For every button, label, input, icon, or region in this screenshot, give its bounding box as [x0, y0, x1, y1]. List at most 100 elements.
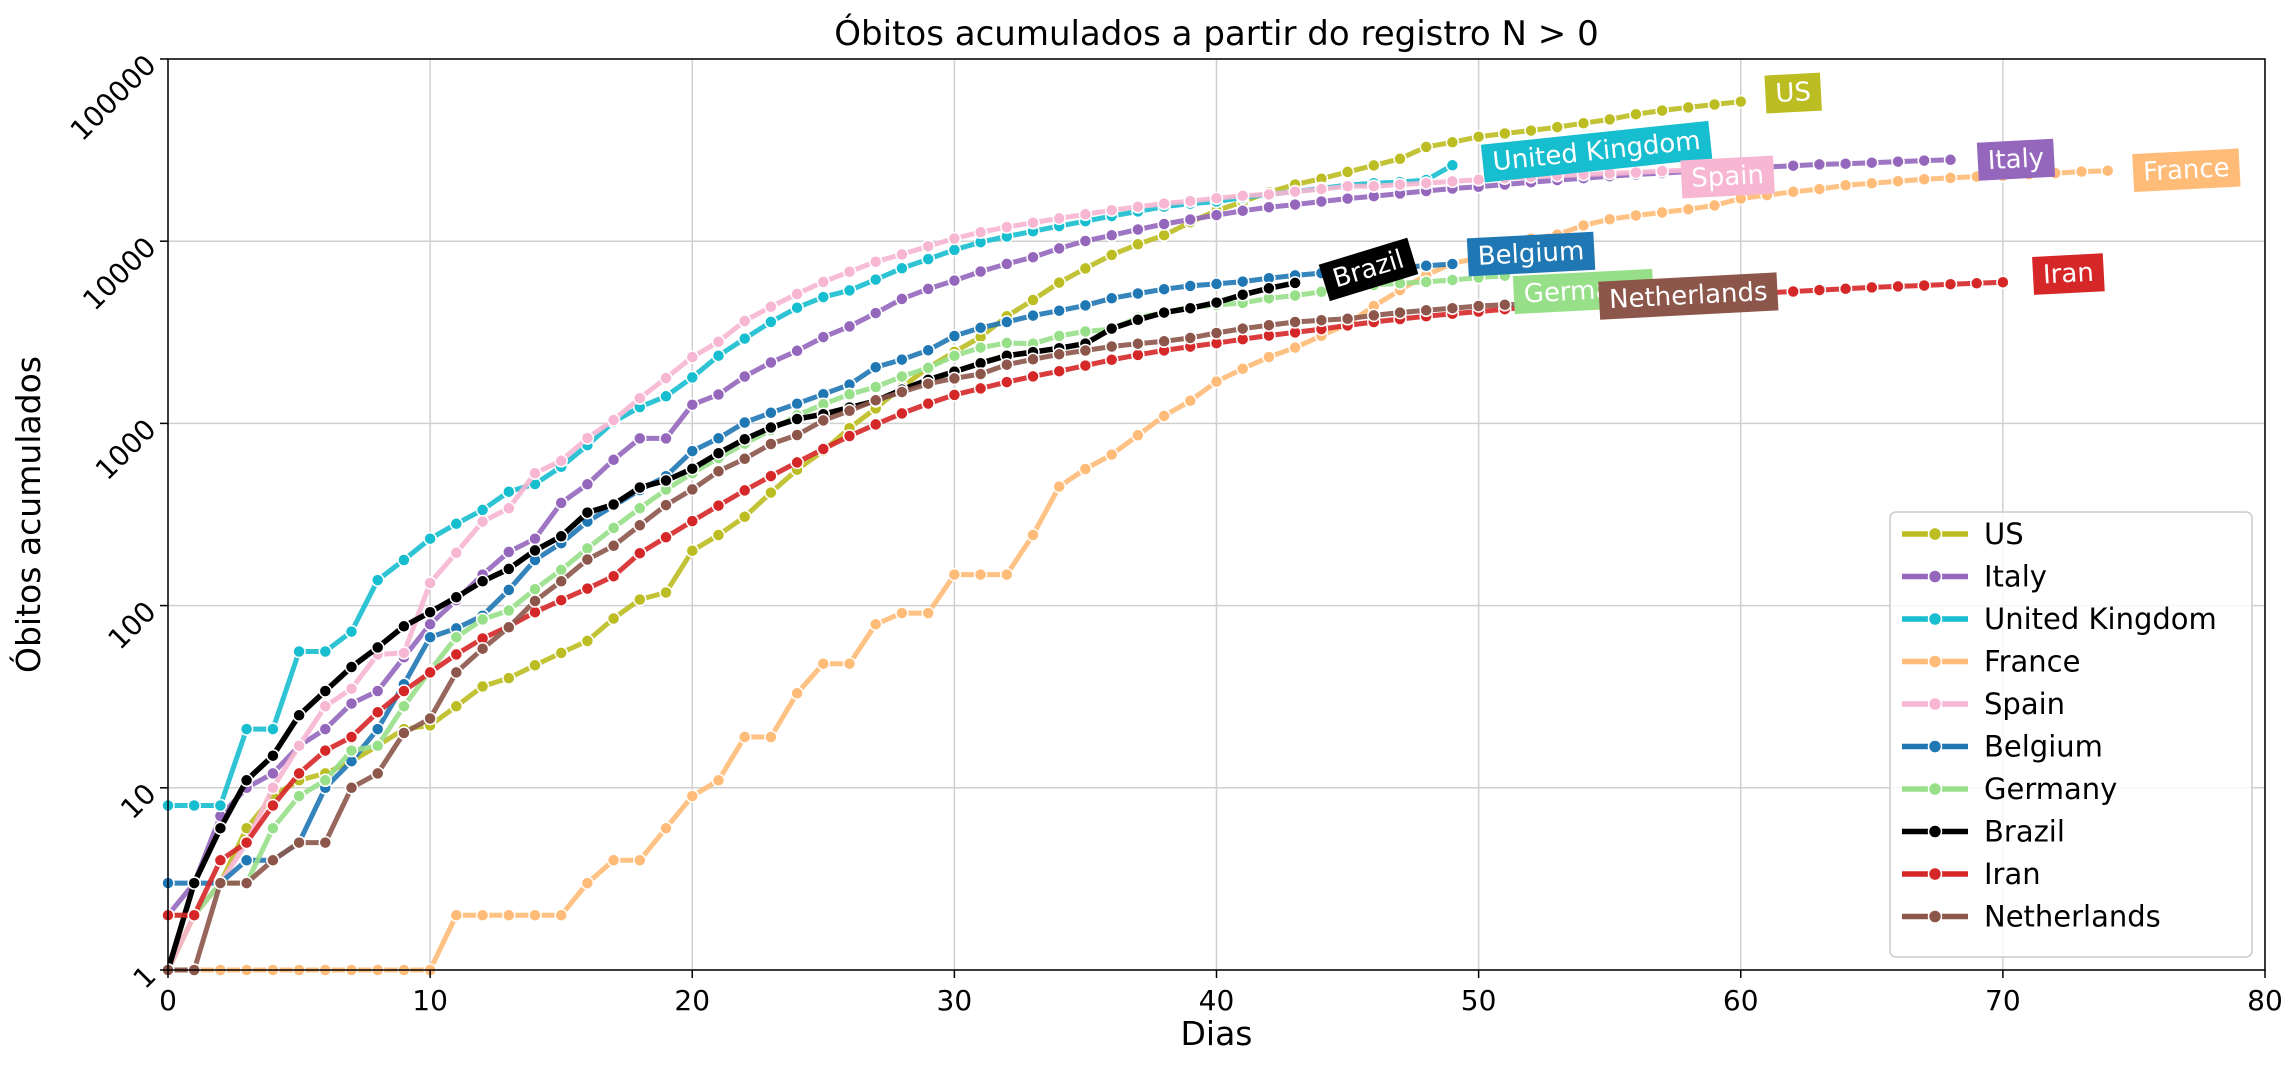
data-point-italy: [1183, 212, 1198, 227]
data-point-netherlands: [449, 665, 464, 680]
x-tick-label: 0: [159, 984, 177, 1017]
data-point-belgium: [1209, 277, 1224, 291]
data-point-france: [659, 821, 673, 835]
end-label-text: Spain: [1691, 160, 1765, 194]
data-point-brazil: [1209, 295, 1224, 310]
data-point-us: [764, 485, 778, 500]
data-point-france: [1262, 350, 1276, 364]
data-point-italy: [1157, 217, 1171, 231]
data-point-us: [1707, 97, 1722, 112]
data-point-us: [1524, 123, 1538, 138]
legend-label: Spain: [1984, 687, 2065, 721]
x-tick-label: 40: [1199, 984, 1235, 1017]
data-point-netherlands: [895, 385, 909, 399]
data-point-germany: [921, 361, 935, 375]
data-point-netherlands: [842, 404, 857, 418]
data-point-spain: [397, 646, 411, 660]
chart-title: Óbitos acumulados a partir do registro N…: [834, 13, 1598, 54]
data-point-france: [1786, 185, 1800, 199]
data-point-italy: [502, 545, 516, 559]
data-point-france: [1707, 198, 1722, 213]
end-label-iran: Iran: [2032, 253, 2105, 295]
data-point-france: [1078, 462, 1093, 476]
data-point-united-kingdom: [842, 283, 857, 298]
y-axis-label: Óbitos acumulados: [8, 356, 48, 673]
data-point-spain: [1131, 200, 1145, 214]
data-point-belgium: [921, 343, 935, 357]
legend-label: United Kingdom: [1984, 602, 2217, 636]
data-point-spain: [895, 247, 909, 262]
legend-label: Netherlands: [1984, 900, 2161, 934]
data-point-iran: [213, 853, 228, 868]
legend-swatch-marker: [1927, 781, 1943, 797]
data-point-italy: [606, 453, 621, 467]
legend-item-us: US: [1902, 517, 2024, 551]
data-point-germany: [318, 773, 333, 788]
data-point-spain: [868, 254, 883, 269]
end-label-italy: Italy: [1976, 138, 2056, 181]
data-point-germany: [344, 743, 359, 758]
data-point-france: [1602, 212, 1617, 226]
data-point-spain: [292, 739, 306, 753]
data-point-spain: [1104, 203, 1119, 217]
data-point-italy: [318, 722, 333, 736]
data-point-netherlands: [266, 853, 280, 868]
x-tick-label: 70: [1985, 984, 2021, 1017]
data-point-netherlands: [816, 413, 831, 428]
end-label-box: [2032, 253, 2105, 295]
data-point-us: [1078, 261, 1093, 276]
data-point-us: [659, 585, 673, 600]
end-label-box: [1976, 138, 2056, 181]
data-point-france: [2100, 163, 2115, 178]
legend-swatch-marker: [1927, 569, 1943, 584]
data-point-netherlands: [685, 482, 700, 497]
data-point-us: [502, 671, 516, 685]
data-point-iran: [842, 429, 857, 443]
data-point-brazil: [554, 529, 568, 544]
data-point-united-kingdom: [213, 798, 228, 813]
data-point-iran: [895, 406, 909, 421]
data-point-us: [554, 646, 568, 660]
data-point-netherlands: [554, 574, 568, 589]
data-point-brazil: [502, 562, 516, 576]
data-point-belgium: [737, 415, 752, 430]
data-point-united-kingdom: [370, 573, 385, 587]
data-point-spain: [1157, 196, 1171, 211]
data-point-netherlands: [606, 539, 621, 553]
data-point-netherlands: [1104, 339, 1119, 354]
data-point-united-kingdom: [187, 798, 201, 813]
end-label-box: [1480, 120, 1713, 183]
data-point-iran: [633, 546, 647, 560]
data-point-spain: [764, 300, 778, 314]
legend-item-france: France: [1902, 645, 2080, 679]
data-point-brazil: [292, 708, 306, 723]
legend-label: France: [1984, 645, 2080, 679]
data-point-germany: [554, 563, 568, 577]
data-point-italy: [1209, 208, 1224, 222]
data-point-netherlands: [239, 876, 254, 890]
data-point-netherlands: [1078, 343, 1093, 358]
data-point-iran: [1943, 277, 1958, 291]
end-label-box: [1318, 237, 1419, 302]
data-point-italy: [1943, 153, 1958, 167]
data-point-iran: [1078, 358, 1093, 373]
data-point-spain: [1471, 173, 1486, 187]
data-point-france: [816, 656, 831, 671]
data-point-spain: [1655, 164, 1669, 178]
data-point-france: [1629, 208, 1643, 223]
data-point-france: [711, 773, 726, 788]
data-point-spain: [528, 466, 542, 480]
data-point-brazil: [790, 412, 804, 426]
data-point-belgium: [370, 722, 385, 736]
data-point-netherlands: [1183, 331, 1198, 345]
data-point-united-kingdom: [449, 517, 464, 531]
data-point-iran: [868, 417, 883, 432]
data-point-netherlands: [1131, 336, 1145, 351]
data-point-united-kingdom: [318, 644, 333, 659]
data-point-italy: [266, 766, 280, 781]
data-point-iran: [1786, 284, 1800, 299]
data-point-netherlands: [528, 594, 542, 608]
data-point-united-kingdom: [711, 348, 726, 363]
legend-item-germany: Germany: [1902, 772, 2117, 806]
data-point-france: [973, 567, 988, 582]
